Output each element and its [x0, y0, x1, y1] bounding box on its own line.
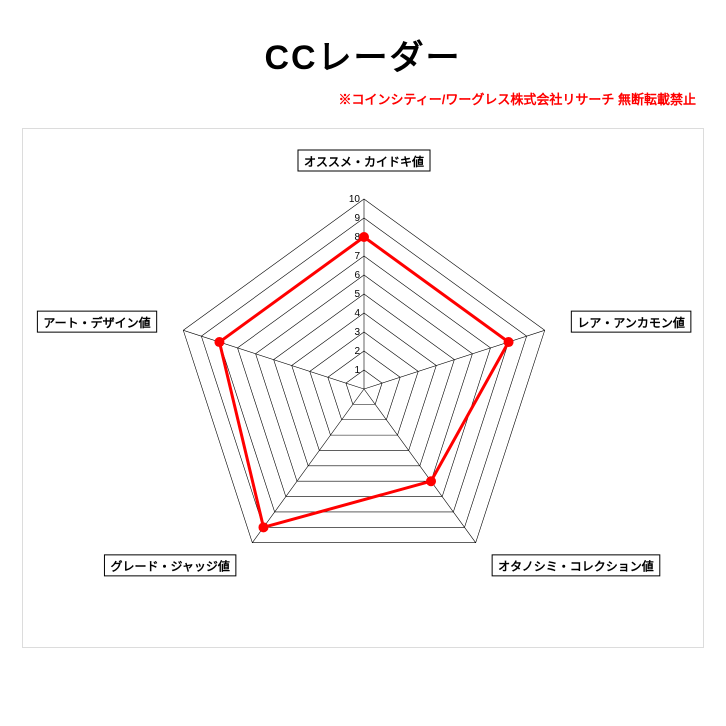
radar-tick-label: 4 — [354, 308, 360, 319]
radar-tick-label: 5 — [354, 289, 360, 300]
radar-tick-label: 1 — [354, 365, 360, 376]
radar-series-marker — [258, 522, 268, 532]
radar-tick-label: 6 — [354, 270, 360, 281]
radar-series-marker — [214, 337, 224, 347]
radar-chart-frame: 12345678910オススメ・カイドキ値レア・アンカモン値オタノシミ・コレクシ… — [22, 128, 704, 648]
radar-axis-label-text: グレード・ジャッジ値 — [110, 559, 229, 574]
radar-axis-label: レア・アンカモン値 — [571, 311, 691, 332]
radar-axis-label-text: アート・デザイン値 — [43, 315, 150, 330]
radar-axis-label: アート・デザイン値 — [37, 311, 156, 332]
radar-tick-label: 2 — [354, 346, 360, 357]
radar-tick-label: 9 — [354, 213, 360, 224]
chart-title: CCレーダー — [0, 30, 726, 79]
radar-tick-label: 7 — [354, 251, 360, 262]
radar-axis-label: グレード・ジャッジ値 — [104, 555, 235, 576]
radar-axis-label-text: レア・アンカモン値 — [577, 315, 685, 330]
chart-subtitle: ※コインシティー/ワーグレス株式会社リサーチ 無断転載禁止 — [0, 89, 726, 108]
radar-series-marker — [504, 337, 514, 347]
radar-axis-line — [364, 330, 545, 389]
radar-axis-line — [183, 330, 364, 389]
radar-axis-label: オタノシミ・コレクション値 — [492, 555, 660, 576]
radar-axis-label-text: オススメ・カイドキ値 — [304, 154, 424, 169]
radar-tick-label: 3 — [354, 327, 360, 338]
radar-axis-label-text: オタノシミ・コレクション値 — [498, 559, 654, 574]
radar-chart: 12345678910オススメ・カイドキ値レア・アンカモン値オタノシミ・コレクシ… — [23, 129, 705, 649]
radar-series-marker — [359, 232, 369, 242]
radar-tick-label: 10 — [349, 194, 361, 205]
radar-axis-label: オススメ・カイドキ値 — [298, 150, 430, 171]
radar-series-marker — [426, 476, 436, 486]
